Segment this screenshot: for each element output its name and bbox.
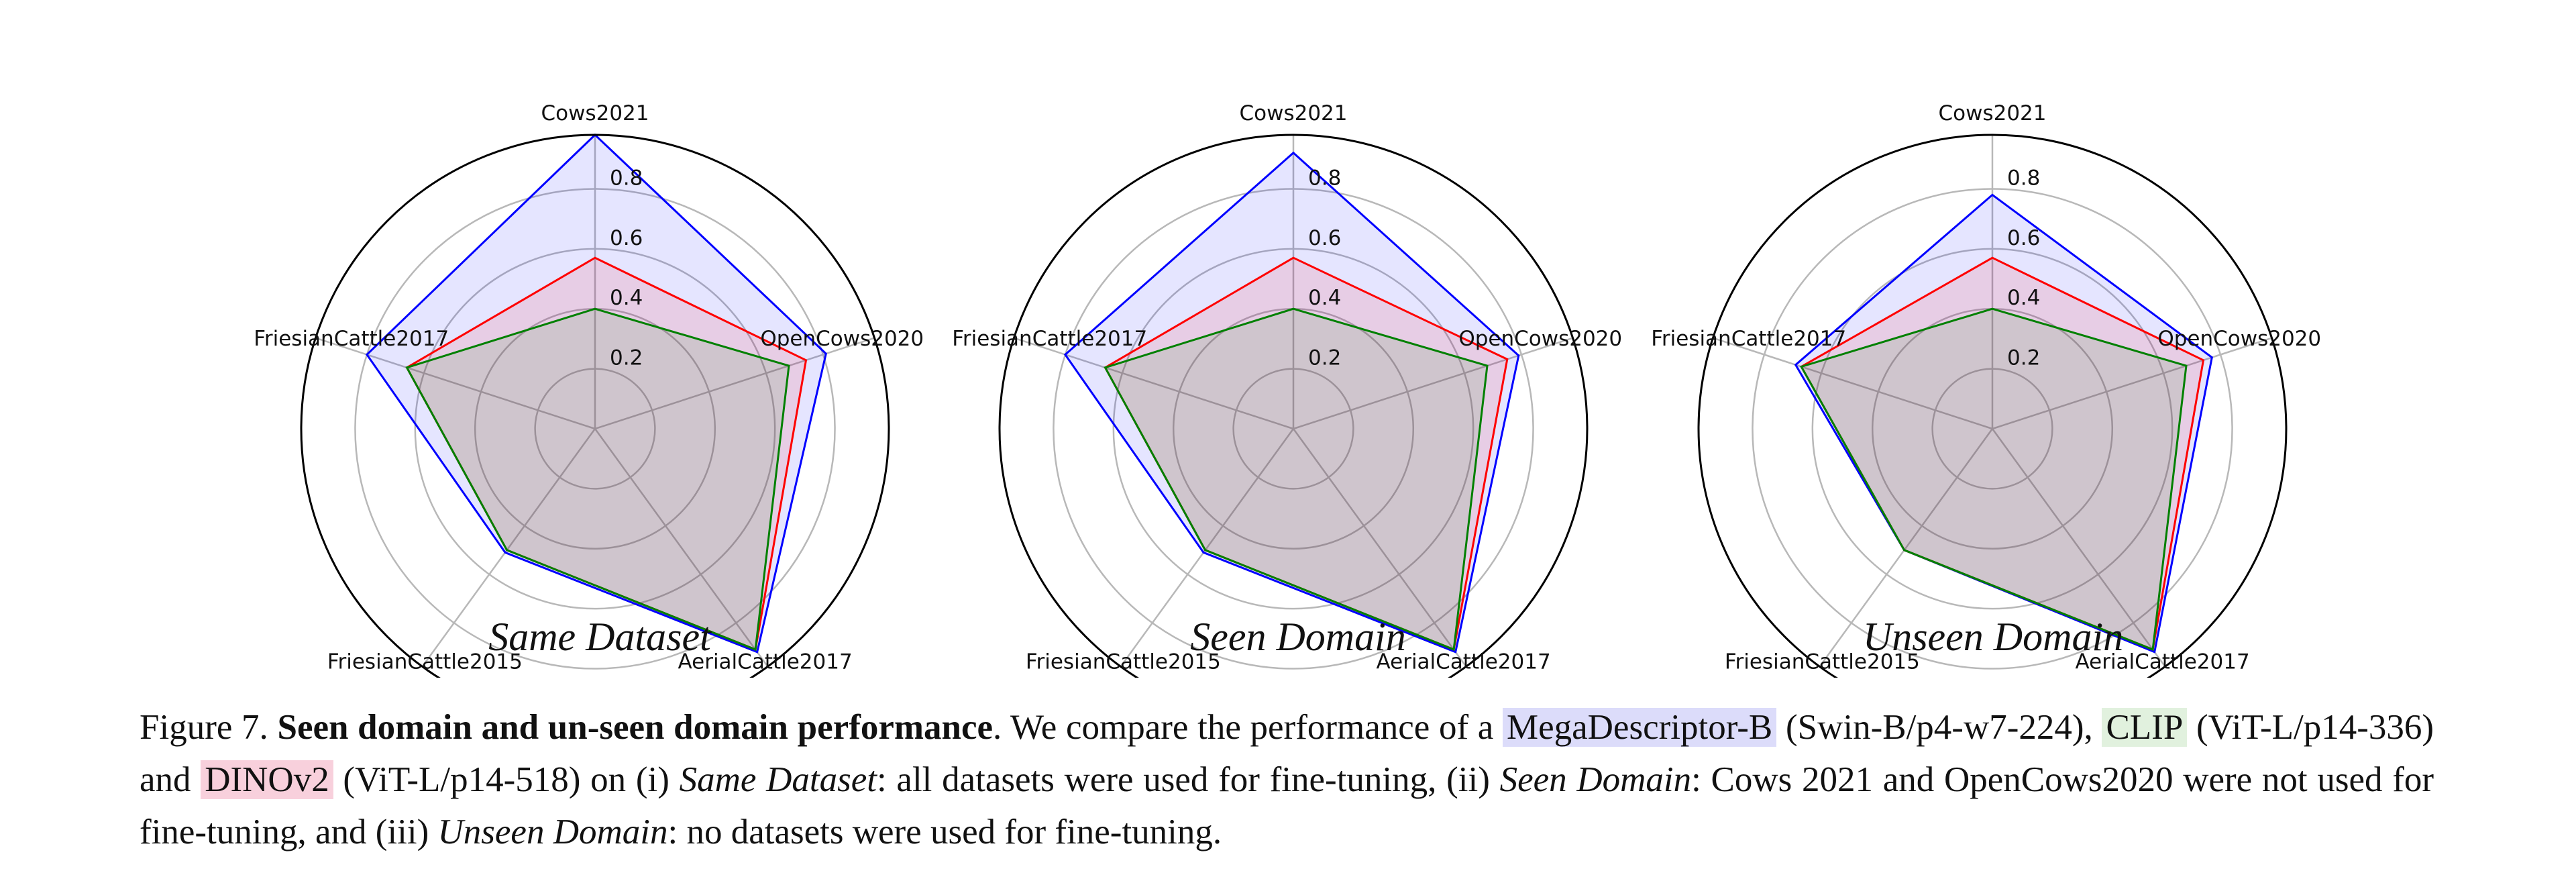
axis-label-opencows2020: OpenCows2020 [2157,327,2321,351]
grid-spoke [1713,337,1993,430]
grid-spoke [594,428,769,668]
tick-label: 0.8 [1308,166,1341,190]
caption-text: (ViT-L/p14-518) on (i) [333,760,680,799]
legend-dinov2: DINOv2 [201,760,333,799]
caption-seen-domain: Seen Domain [1499,760,1692,799]
grid-spoke [1014,337,1294,430]
series-clip [405,307,790,652]
caption-label: Figure 7. [140,708,268,747]
axis-label-friesiancattle2015: FriesianCattle2015 [1026,650,1221,674]
tick-label: 0.2 [1308,346,1341,370]
grid-spoke [1293,337,1573,430]
chart-title-unseen-domain: Unseen Domain [1862,615,2124,659]
radar-chart-0: 0.2 0.4 0.6 0.8 Cows2021 OpenCows2020 AerialCa… [254,101,924,678]
caption-text: (ViT-L/p14-336) and [140,708,2434,799]
outer-circle [998,134,1589,678]
tick-label: 0.8 [610,166,643,190]
series-megadescriptor-b [365,133,827,654]
legend-megadescriptor: MegaDescriptor-B [1502,708,1777,747]
figure-caption: Figure 7. Seen domain and un-seen domain… [140,701,2434,858]
grid-spoke [1292,428,1467,668]
tick-label: 0.2 [2007,346,2040,370]
tick-label: 0.6 [610,226,643,250]
axis-label-aerialcattle2017: AerialCattle2017 [1376,650,1550,674]
series-megadescriptor-b [1063,151,1520,654]
axis-label-friesiancattle2015: FriesianCattle2015 [1725,650,1920,674]
caption-title: Seen domain and un-seen domain performan… [277,708,994,747]
radar-chart-1: 0.2 0.4 0.6 0.8 Cows2021 OpenCows2020 AerialCa… [952,101,1622,678]
tick-label: 0.2 [610,346,643,370]
grid-spoke [1991,428,2166,668]
tick-label: 0.4 [2007,286,2040,310]
radar-chart-2: 0.2 0.4 0.6 0.8 Cows2021 OpenCows2020 AerialCa… [1651,101,2321,678]
grid-spoke [594,337,875,430]
caption-text: : all datasets were used for fine-tuning… [877,760,1500,799]
chart-title-same-dataset: Same Dataset [488,615,711,659]
series-clip [1104,307,1489,652]
caption-text: . We compare the performance of a [993,708,1503,747]
outer-circle [300,134,890,678]
grid-spoke [1819,428,1994,668]
caption-text: (Swin-B/p4-w7-224), [1776,708,2102,747]
outer-circle [1697,134,2288,678]
axis-label-aerialcattle2017: AerialCattle2017 [2075,650,2249,674]
caption-same-dataset: Same Dataset [679,760,877,799]
tick-label: 0.8 [2007,166,2040,190]
tick-label: 0.4 [1308,286,1341,310]
series-clip [1799,307,2188,652]
caption-unseen-domain: Unseen Domain [437,813,668,851]
radar-charts: 0.2 0.4 0.6 0.8 Cows2021 OpenCows2020 AerialCa… [254,101,2321,678]
axis-label-friesiancattle2017: FriesianCattle2017 [254,327,449,351]
caption-text: : no datasets were used for fine-tuning. [667,813,1222,851]
grid-spoke [1120,428,1295,668]
axis-label-cows2021: Cows2021 [1239,101,1347,125]
grid-spoke [315,337,596,430]
grid-spoke [421,428,596,668]
tick-label: 0.4 [610,286,643,310]
axis-label-cows2021: Cows2021 [541,101,649,125]
tick-label: 0.6 [2007,226,2040,250]
tick-label: 0.6 [1308,226,1341,250]
axis-label-opencows2020: OpenCows2020 [760,327,924,351]
axis-label-friesiancattle2015: FriesianCattle2015 [327,650,523,674]
axis-label-aerialcattle2017: AerialCattle2017 [678,650,852,674]
axis-label-opencows2020: OpenCows2020 [1458,327,1622,351]
axis-label-cows2021: Cows2021 [1938,101,2046,125]
axis-label-friesiancattle2017: FriesianCattle2017 [1651,327,1846,351]
grid-spoke [1992,337,2272,430]
legend-clip: CLIP [2102,708,2188,747]
caption-text: : Cows 2021 and OpenCows2020 were not us… [140,760,2434,851]
axis-label-friesiancattle2017: FriesianCattle2017 [952,327,1147,351]
chart-title-seen-domain: Seen Domain [1190,615,1406,659]
